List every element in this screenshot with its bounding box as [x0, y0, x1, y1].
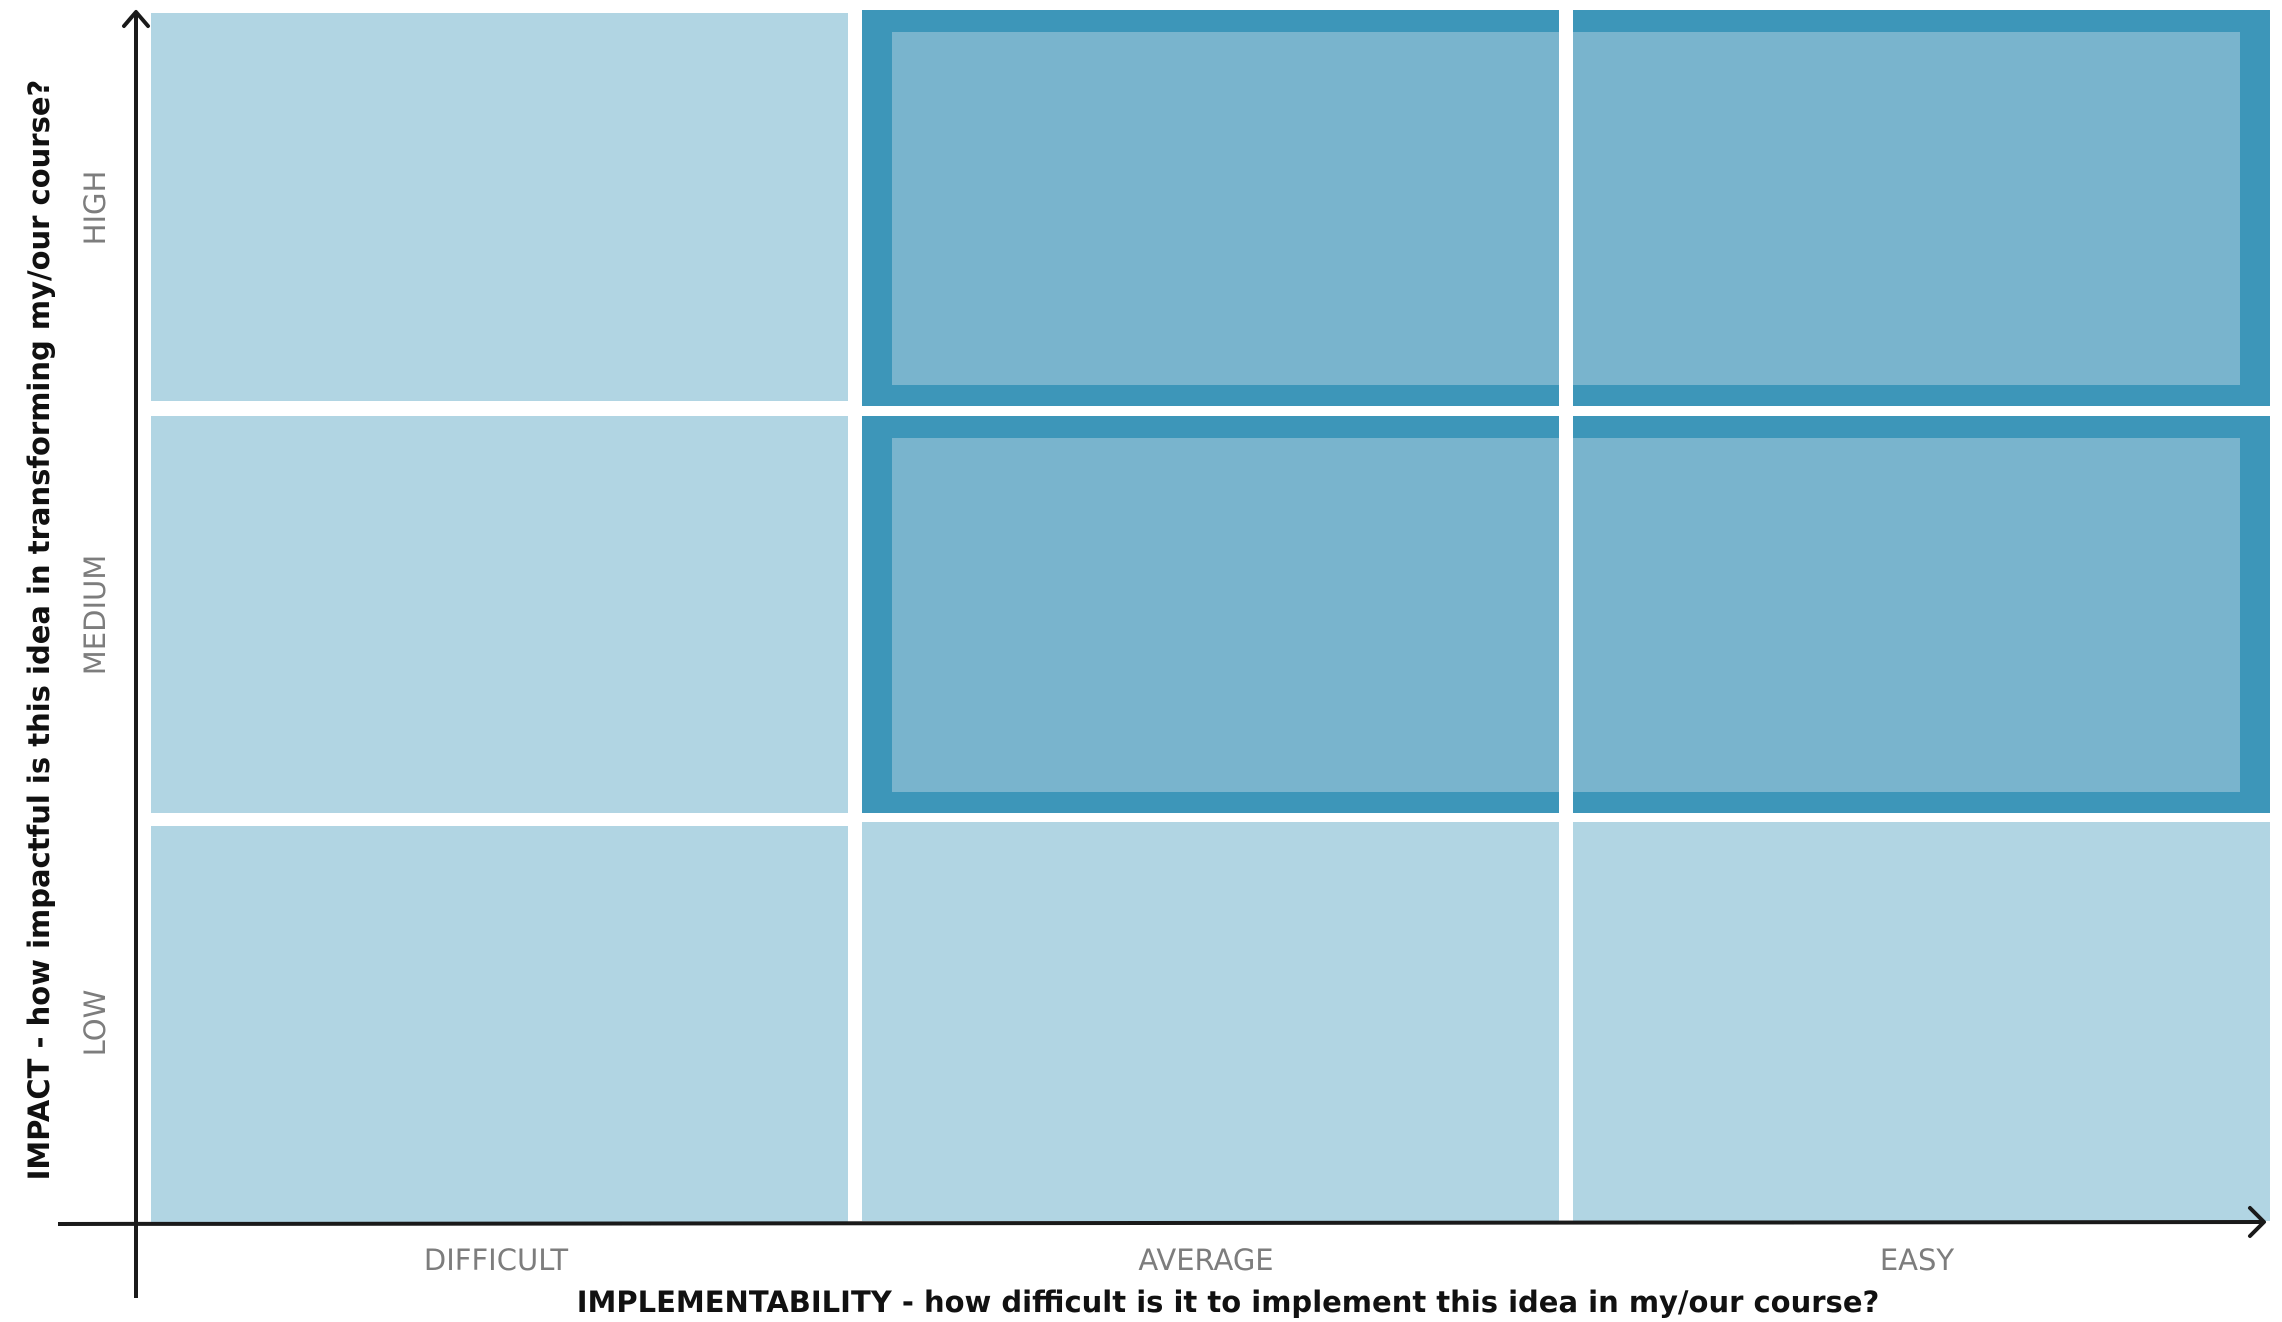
cell-easy-high — [1573, 10, 2270, 406]
cell-fill — [1573, 32, 2240, 385]
cell-average-low — [862, 822, 1559, 1221]
y-tick-high: HIGH — [78, 171, 112, 246]
cell-average-high — [862, 10, 1559, 406]
y-axis-arrowhead-icon — [122, 10, 150, 28]
x-tick-easy: EASY — [1880, 1243, 1955, 1277]
x-axis-arrowhead-icon — [2248, 1206, 2266, 1238]
x-axis-title: IMPLEMENTABILITY - how difficult is it t… — [577, 1285, 1880, 1319]
cell-easy-low — [1573, 822, 2270, 1221]
cell-difficult-low — [151, 826, 848, 1223]
x-tick-labels: DIFFICULT AVERAGE EASY — [424, 1243, 1954, 1277]
cell-average-medium — [862, 416, 1559, 813]
y-tick-low: LOW — [78, 990, 112, 1057]
y-axis — [122, 10, 150, 1298]
matrix-grid — [151, 10, 2270, 1223]
cell-fill — [892, 438, 1559, 792]
cell-difficult-high — [151, 13, 848, 401]
x-tick-average: AVERAGE — [1138, 1243, 1273, 1277]
cell-fill — [892, 32, 1559, 385]
cell-difficult-medium — [151, 416, 848, 813]
x-axis — [57, 1206, 2266, 1238]
cell-easy-medium — [1573, 416, 2270, 813]
y-tick-labels: LOW MEDIUM HIGH — [78, 171, 112, 1057]
x-tick-difficult: DIFFICULT — [424, 1243, 568, 1277]
cell-fill — [1573, 438, 2240, 792]
y-tick-medium: MEDIUM — [78, 555, 112, 675]
y-axis-title: IMPACT - how impactful is this idea in t… — [22, 80, 56, 1181]
x-axis-line — [57, 1220, 2263, 1226]
